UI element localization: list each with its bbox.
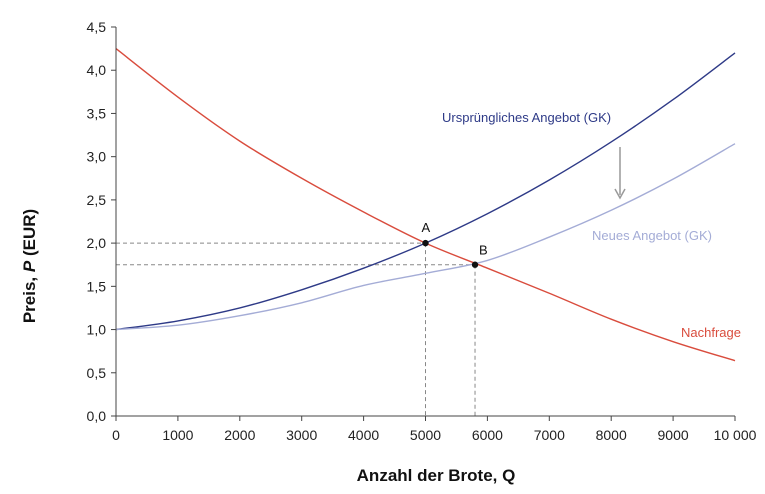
y-tick-label: 0,0 [87,408,107,424]
x-tick-label: 7000 [534,427,565,443]
y-tick-label: 2,0 [87,235,107,251]
x-tick-label: 10 000 [714,427,757,443]
y-axis-title-italic: P [20,260,39,272]
series-label-original-supply: Ursprüngliches Angebot (GK) [442,110,611,125]
point-label-b: B [479,243,488,258]
series-label-new-supply: Neues Angebot (GK) [592,228,712,243]
equilibrium-point-b [471,261,479,268]
new-supply-curve [115,143,736,331]
guide-lines [116,242,476,416]
y-tick-label: 3,5 [87,105,107,121]
x-tick-label: 6000 [472,427,503,443]
y-axis-title: Preis, P (EUR) [20,209,39,323]
y-tick-label: 1,5 [87,278,107,294]
y-axis-title-prefix: Preis, [20,272,39,323]
x-tick-label: 0 [112,427,120,443]
equilibrium-point-a [422,239,429,247]
x-axis-title: Anzahl der Brote, Q [357,466,516,485]
x-tick-label: 1000 [162,427,193,443]
curve-labels: Ursprüngliches Angebot (GK) Neues Angebo… [442,110,741,340]
y-tick-label: 4,5 [87,19,107,35]
y-ticks: 0,0 0,5 1,0 1,5 2,0 2,5 3,0 3,5 4,0 4,5 [87,19,116,424]
shift-arrow [614,147,626,200]
x-ticks: 0 1000 2000 3000 4000 5000 6000 7000 8000 9000 10 … [112,416,757,443]
point-label-a: A [422,220,431,235]
y-tick-label: 1,0 [87,322,107,338]
x-tick-label: 4000 [348,427,379,443]
x-tick-label: 2000 [224,427,255,443]
x-tick-label: 5000 [410,427,441,443]
equilibrium-points: AB [422,220,488,268]
x-tick-label: 9000 [658,427,689,443]
series-label-demand: Nachfrage [681,325,741,340]
y-tick-label: 0,5 [87,365,107,381]
y-axis-title-suffix: (EUR) [20,209,39,261]
x-tick-label: 3000 [286,427,317,443]
x-tick-label: 8000 [596,427,627,443]
y-tick-label: 2,5 [87,192,107,208]
y-tick-label: 3,0 [87,149,107,165]
y-tick-label: 4,0 [87,62,107,78]
